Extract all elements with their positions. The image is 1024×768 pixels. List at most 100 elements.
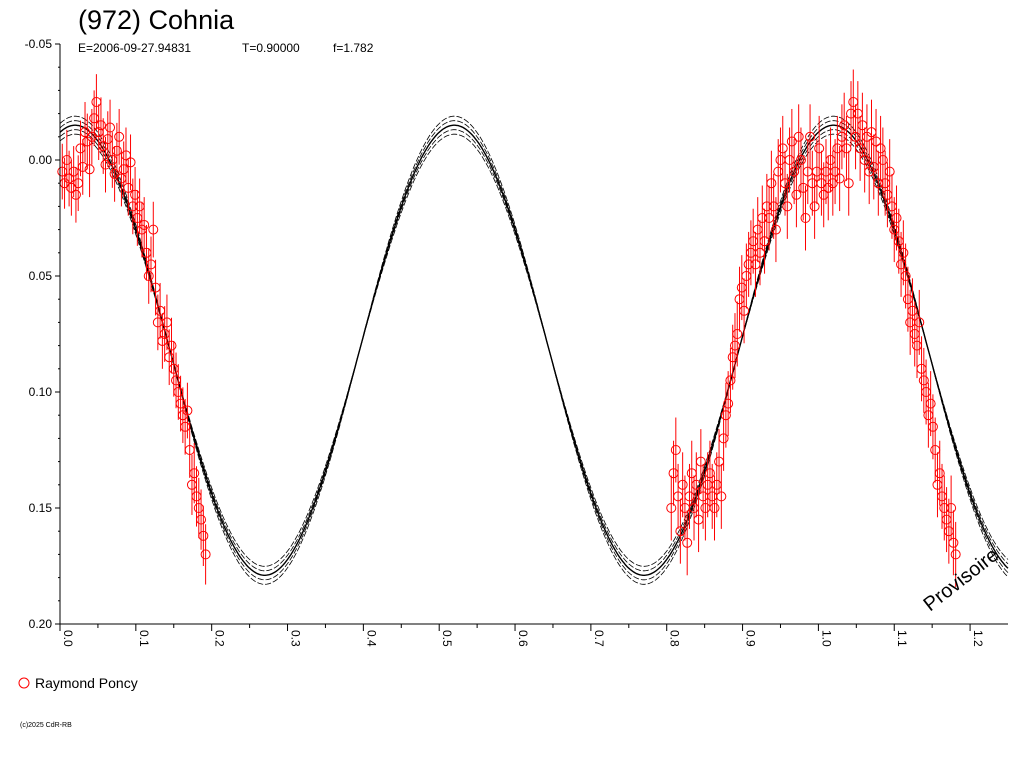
data-point	[782, 201, 793, 212]
data-point	[109, 168, 120, 179]
watermark-provisoire: Provisoire	[920, 544, 1004, 616]
data-point	[839, 120, 850, 131]
data-point	[800, 213, 811, 223]
subtitle-epoch: E=2006-09-27.94831	[78, 41, 191, 55]
x-tick-label: 0.8	[668, 630, 682, 647]
data-point	[720, 410, 731, 421]
data-point	[777, 143, 788, 154]
data-point	[196, 514, 207, 525]
data-point	[70, 189, 81, 200]
data-point	[827, 178, 838, 189]
x-tick-label: 0.5	[440, 630, 454, 647]
data-point	[843, 178, 854, 189]
data-point	[877, 155, 888, 165]
data-point	[139, 219, 150, 230]
axes: -0.05 0.00 0.05 0.10 0.15 0.20 0.0 0.1 0.2 0.3 0.4…	[25, 37, 1008, 647]
chart-title: (972) Cohnia	[78, 5, 235, 35]
data-point	[716, 491, 727, 502]
y-tick-label: 0.05	[29, 269, 53, 283]
subtitle-period: T=0.90000	[242, 41, 300, 55]
data-point	[718, 433, 729, 444]
model-curve	[59, 124, 1009, 576]
data-point	[95, 120, 106, 131]
data-point	[729, 340, 740, 351]
legend-marker-raymond-poncy	[18, 677, 30, 689]
data-point	[739, 305, 750, 316]
model-envelope-curve	[59, 115, 1009, 585]
data-point	[666, 503, 677, 513]
data-point	[805, 131, 816, 142]
y-tick-label: -0.05	[25, 37, 53, 51]
data-point	[768, 201, 779, 212]
data-point	[793, 131, 804, 142]
data-point	[105, 122, 116, 133]
data-point	[834, 173, 845, 184]
data-point	[732, 329, 743, 339]
data-point	[814, 143, 825, 154]
model-curves	[59, 115, 1009, 585]
data-point	[841, 143, 852, 154]
data-point	[198, 530, 209, 541]
data-point	[875, 143, 886, 154]
data-point	[114, 131, 125, 142]
data-point	[84, 164, 95, 175]
x-tick-label: 0.0	[61, 630, 75, 647]
x-tick-label: 0.9	[744, 630, 758, 647]
data-point	[914, 317, 925, 328]
copyright-text: (c)2025 CdR-RB	[20, 722, 72, 729]
data-point	[80, 127, 91, 138]
data-point	[898, 247, 909, 258]
data-point	[704, 468, 715, 479]
data-point	[791, 189, 802, 200]
x-tick-label: 0.4	[364, 630, 378, 647]
y-tick-label: 0.00	[29, 153, 53, 167]
data-point	[907, 305, 918, 316]
y-tick-label: 0.10	[29, 385, 53, 399]
data-point	[786, 136, 797, 147]
x-tick-label: 0.1	[137, 630, 151, 647]
observation-points	[57, 69, 961, 587]
x-tick-label: 1.1	[895, 630, 909, 647]
x-tick-label: 0.7	[592, 630, 606, 647]
data-point	[670, 445, 681, 455]
data-point	[950, 549, 961, 560]
x-tick-label: 0.3	[289, 630, 303, 647]
subtitle-f: f=1.782	[333, 41, 374, 55]
data-point	[148, 224, 159, 235]
model-envelope-curve	[59, 120, 1009, 581]
legend-label-raymond-poncy: Raymond Poncy	[35, 675, 138, 691]
data-point	[927, 421, 938, 432]
data-point	[795, 155, 806, 165]
data-point	[766, 178, 777, 189]
data-point	[677, 479, 688, 490]
data-point	[143, 271, 154, 281]
data-point	[946, 503, 957, 513]
data-point	[918, 375, 929, 386]
x-tick-label: 1.2	[971, 630, 985, 647]
x-tick-label: 0.6	[516, 630, 530, 647]
y-tick-label: 0.15	[29, 501, 53, 515]
data-point	[770, 224, 781, 235]
data-point	[86, 131, 97, 142]
data-point	[809, 201, 820, 212]
data-point	[200, 549, 211, 560]
data-point	[682, 537, 693, 548]
data-point	[934, 468, 945, 479]
x-tick-label: 0.2	[213, 630, 227, 647]
model-envelope-curve	[59, 133, 1009, 567]
data-point	[925, 398, 936, 409]
x-tick-label: 1.0	[819, 630, 833, 647]
data-point	[709, 503, 720, 513]
data-point	[723, 398, 734, 409]
data-point	[189, 468, 200, 479]
data-point	[100, 159, 111, 170]
data-point	[695, 456, 706, 467]
data-point	[891, 213, 902, 223]
data-point	[789, 166, 800, 177]
data-point	[125, 157, 136, 168]
data-point	[166, 340, 177, 351]
data-point	[182, 405, 193, 416]
data-point	[900, 271, 911, 281]
data-point	[948, 537, 959, 548]
